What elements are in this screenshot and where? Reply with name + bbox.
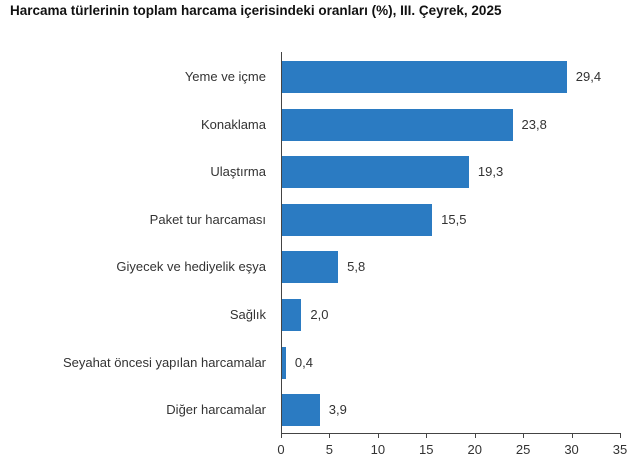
x-tick-label: 25 <box>515 442 531 457</box>
x-tick-label: 10 <box>370 442 386 457</box>
y-axis-line <box>281 52 282 434</box>
x-tick <box>474 433 476 438</box>
bar <box>282 108 513 141</box>
x-tick <box>377 433 379 438</box>
value-label: 3,9 <box>328 402 347 418</box>
bar <box>282 346 286 379</box>
bar <box>282 299 302 331</box>
x-tick <box>281 433 282 438</box>
bar <box>282 203 433 236</box>
x-tick-label: 0 <box>277 442 285 457</box>
bar <box>282 394 320 427</box>
x-tick-label: 30 <box>564 442 579 457</box>
x-tick <box>329 433 331 438</box>
value-label: 23,8 <box>521 116 547 132</box>
category-label: Paket tur harcaması <box>149 211 266 227</box>
value-label: 5,8 <box>347 259 366 275</box>
x-axis-line <box>281 433 621 434</box>
category-label: Seyahat öncesi yapılan harcamalar <box>62 354 266 370</box>
value-label: 19,3 <box>477 164 504 180</box>
value-label: 2,0 <box>310 307 329 322</box>
category-label: Konaklama <box>200 116 266 132</box>
bar <box>282 61 567 93</box>
category-label: Yeme ve içme <box>184 69 266 84</box>
bar <box>282 251 339 284</box>
category-label: Giyecek ve hediyelik eşya <box>116 259 266 275</box>
chart-title: Harcama türlerinin toplam harcama içeris… <box>10 3 502 18</box>
x-tick-label: 5 <box>325 442 334 457</box>
x-tick-label: 15 <box>419 442 434 457</box>
category-label: Diğer harcamalar <box>166 402 266 418</box>
x-tick-label: 20 <box>467 442 482 457</box>
category-label: Sağlık <box>229 307 266 322</box>
bar <box>282 156 469 189</box>
x-tick <box>426 433 428 438</box>
x-tick <box>620 433 621 438</box>
x-tick <box>571 433 573 438</box>
value-label: 0,4 <box>294 354 313 370</box>
value-label: 15,5 <box>441 211 467 227</box>
category-label: Ulaştırma <box>210 164 266 180</box>
value-label: 29,4 <box>575 69 602 84</box>
x-tick-label: 35 <box>612 442 628 457</box>
x-tick <box>523 433 525 438</box>
